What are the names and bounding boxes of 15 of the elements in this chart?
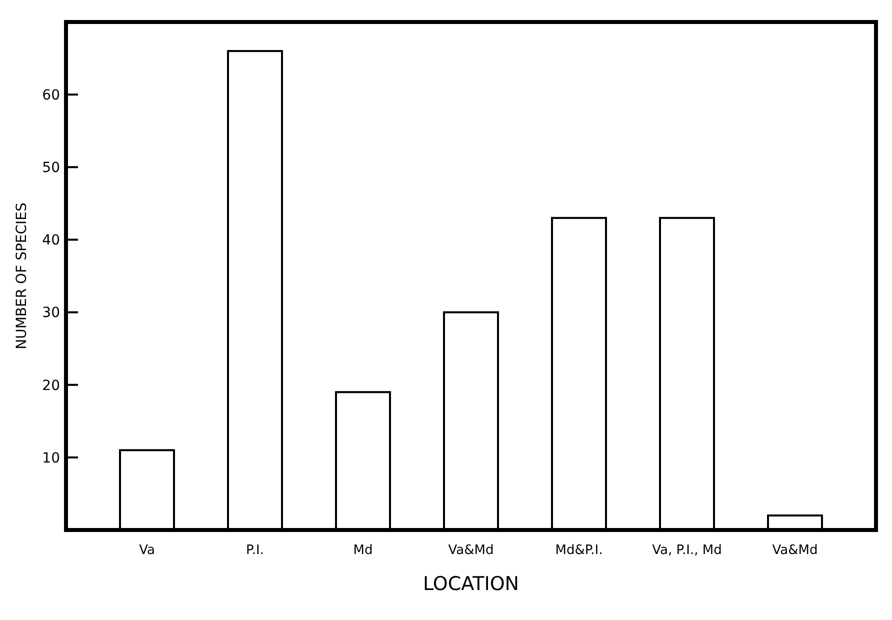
- x-axis-title: LOCATION: [422, 573, 520, 595]
- y-axis-title: NUMBER OF SPECIES: [14, 202, 30, 350]
- x-tick-label: Md: [353, 543, 373, 558]
- y-tick-label: 50: [42, 160, 60, 176]
- y-tick-label: 30: [42, 305, 60, 322]
- x-tick-label: Va&Md: [448, 543, 494, 558]
- y-tick-label: 40: [42, 232, 60, 249]
- x-tick-label: Va, P.I., Md: [652, 543, 722, 558]
- x-tick-label: P.I.: [246, 543, 264, 558]
- x-tick-label: Va: [139, 543, 155, 558]
- x-tick-label: Va&Md: [772, 543, 818, 558]
- x-tick-label: Md&P.I.: [555, 543, 603, 558]
- y-tick-label: 60: [42, 87, 60, 104]
- y-tick-label: 20: [42, 378, 60, 394]
- y-tick-label: 10: [42, 450, 60, 466]
